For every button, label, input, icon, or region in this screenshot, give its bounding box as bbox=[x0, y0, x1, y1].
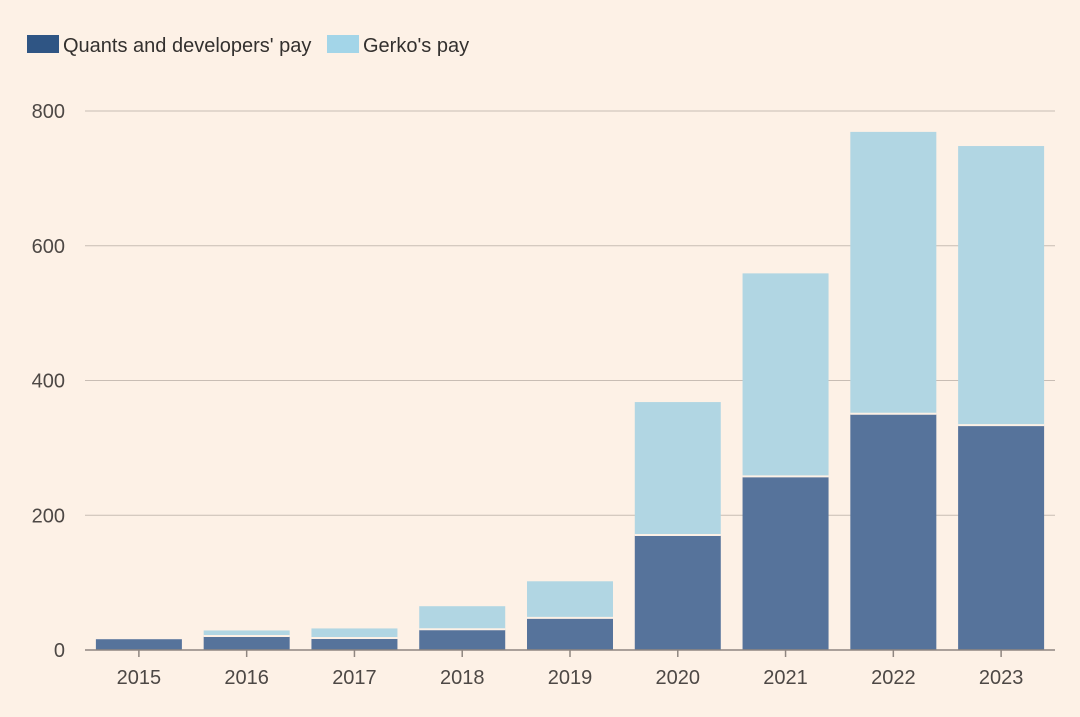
bar-gerko-2022 bbox=[850, 131, 937, 415]
x-tick-label-2019: 2019 bbox=[548, 667, 593, 689]
x-tick-label-2021: 2021 bbox=[763, 667, 808, 689]
legend-swatch-quants bbox=[27, 35, 59, 53]
bar-quants-2022 bbox=[850, 414, 937, 650]
x-tick-label-2018: 2018 bbox=[440, 667, 485, 689]
legend: Quants and developers' pay Gerko's pay bbox=[27, 35, 469, 57]
x-tick-label-2023: 2023 bbox=[979, 667, 1024, 689]
bar-gerko-2019 bbox=[527, 581, 613, 619]
bar-quants-2017 bbox=[311, 638, 398, 650]
bar-quants-2023 bbox=[958, 425, 1045, 650]
x-tick-label-2022: 2022 bbox=[871, 667, 916, 689]
legend-swatch-gerko bbox=[327, 35, 359, 53]
x-tick-label-2015: 2015 bbox=[117, 667, 162, 689]
x-axis: 2015 2016 2017 2018 2019 2020 2021 2022 2023 bbox=[85, 649, 1055, 689]
bar-quants-2019 bbox=[527, 618, 613, 650]
bar-quants-2021 bbox=[742, 476, 829, 650]
bar-quants-2015 bbox=[95, 639, 182, 650]
legend-label-gerko: Gerko's pay bbox=[363, 35, 469, 57]
y-tick-label: 600 bbox=[32, 236, 65, 258]
x-tick-label-2016: 2016 bbox=[224, 667, 269, 689]
y-tick-label: 200 bbox=[32, 505, 65, 527]
y-tick-label: 800 bbox=[32, 101, 65, 123]
legend-label-quants: Quants and developers' pay bbox=[63, 35, 311, 57]
legend-item-quants: Quants and developers' pay bbox=[27, 35, 311, 57]
legend-item-gerko: Gerko's pay bbox=[327, 35, 469, 57]
bar-gerko-2021 bbox=[742, 273, 829, 477]
bar-gerko-2023 bbox=[958, 146, 1045, 426]
x-tick-label-2017: 2017 bbox=[332, 667, 377, 689]
bar-quants-2016 bbox=[203, 636, 290, 650]
bar-gerko-2018 bbox=[419, 606, 506, 630]
bar-gerko-2016 bbox=[203, 630, 290, 637]
bar-gerko-2017 bbox=[311, 628, 398, 639]
y-tick-label: 400 bbox=[32, 371, 65, 393]
bar-quants-2018 bbox=[419, 629, 506, 650]
bar-gerko-2020 bbox=[634, 402, 721, 536]
bar-quants-2020 bbox=[634, 535, 721, 650]
x-tick-label-2020: 2020 bbox=[656, 667, 701, 689]
y-axis-labels: 0 200 400 600 800 bbox=[32, 101, 65, 662]
y-tick-label: 0 bbox=[54, 640, 65, 662]
bars bbox=[95, 131, 1045, 650]
